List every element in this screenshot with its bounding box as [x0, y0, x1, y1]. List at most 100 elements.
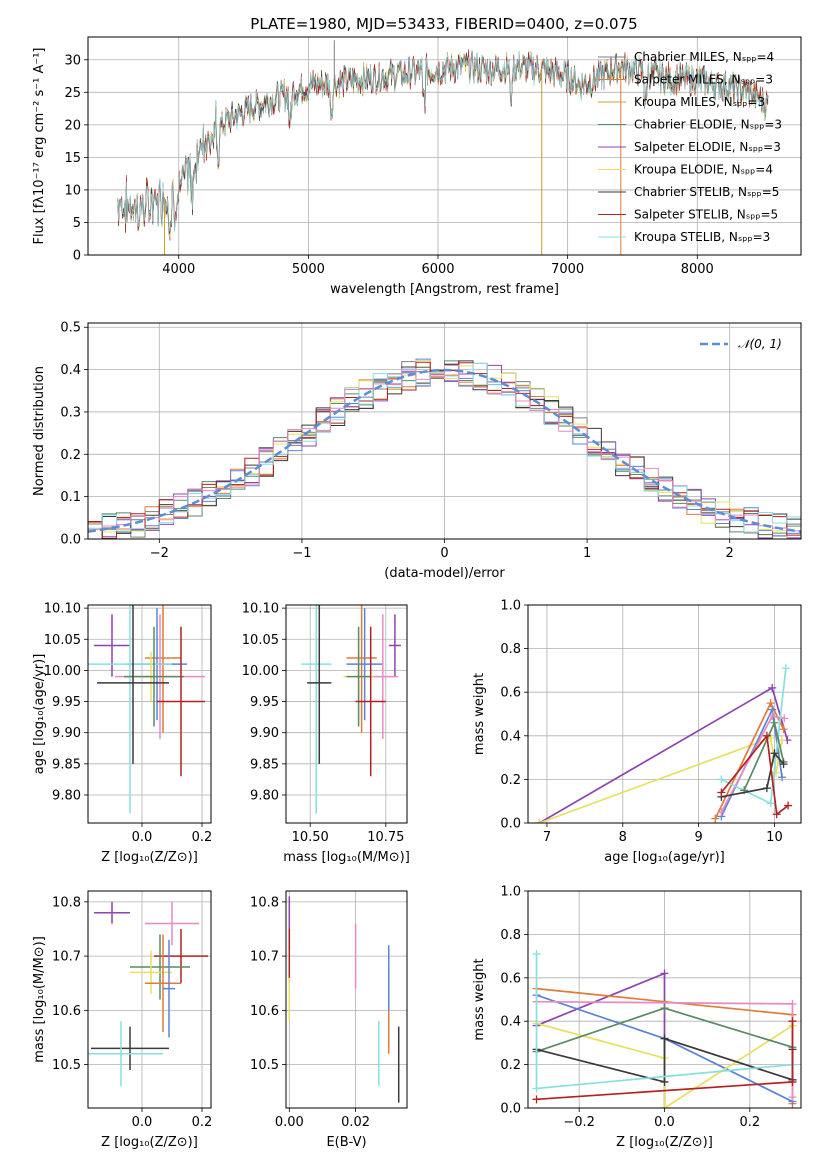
- x-tick-label: 0.0: [132, 830, 153, 845]
- axes-frame: [527, 604, 802, 824]
- series-marker: [660, 1077, 669, 1086]
- y-tick-label: 10.8: [52, 895, 81, 910]
- x-axis-label: mass [log₁₀(M/M⊙)]: [283, 850, 410, 865]
- x-tick-label: 0.2: [739, 1115, 760, 1130]
- y-axis-label: Normed distribution: [32, 366, 47, 496]
- y-tick-label: 15: [64, 151, 81, 166]
- y-tick-label: 0.2: [500, 773, 521, 788]
- y-tick-label: 10.7: [250, 950, 279, 965]
- y-tick-label: 10.10: [242, 602, 279, 617]
- series-marker: [535, 819, 544, 823]
- series-marker: [532, 1084, 541, 1093]
- series-marker: [717, 808, 726, 817]
- panel-mass_vs_Z: 0.0 0.2 10.5 10.6 10.7 10.8 Z [log₁₀(Z/Z⊙)] mas…: [32, 890, 213, 1150]
- x-axis-label: Z [log₁₀(Z/Z⊙)]: [616, 1135, 713, 1150]
- y-tick-label: 25: [64, 86, 81, 101]
- x-tick-label: 0.2: [192, 830, 213, 845]
- panel-spectrum: 4000 5000 6000 7000 8000 0 5 10 15 20 25 30 waveleng…: [32, 36, 802, 297]
- series-marker: [532, 949, 541, 958]
- panel-weight_vs_age: 7 8 9 10 0.0 0.2 0.4 0.6 0.8 1.0 age [log₁₀(age/yr…: [472, 599, 802, 865]
- axes-frame: [285, 604, 408, 824]
- x-tick-label: −1: [292, 546, 311, 561]
- x-axis-label: (data-model)/error: [384, 566, 505, 581]
- spectrum-line: [117, 49, 769, 232]
- plot-area: [286, 605, 407, 823]
- legend-label: Chabrier MILES, Nₛₚₚ=4: [634, 50, 774, 64]
- axes-frame: [527, 890, 802, 1109]
- plot-area: [88, 605, 211, 823]
- series-line: [539, 736, 783, 823]
- axes-frame: [87, 36, 802, 256]
- series-marker: [660, 1034, 669, 1043]
- x-tick-label: 10: [766, 830, 783, 845]
- x-tick-label: 0.0: [132, 1115, 153, 1130]
- x-tick-label: 0.2: [192, 1115, 213, 1130]
- series-marker: [768, 683, 777, 692]
- series-marker: [660, 1104, 669, 1108]
- plot-area: [88, 37, 801, 255]
- axes-frame: [87, 322, 802, 540]
- plot-area: [528, 891, 801, 1108]
- axes-frame: [285, 890, 408, 1109]
- x-tick-label: 7000: [551, 262, 584, 277]
- x-tick-label: 9: [694, 830, 702, 845]
- series-marker: [762, 784, 771, 793]
- x-axis-label: Z [log₁₀(Z/Z⊙)]: [101, 1135, 198, 1150]
- y-axis-label: mass weight: [472, 673, 487, 755]
- x-tick-label: 8000: [681, 262, 714, 277]
- y-tick-label: 0.6: [500, 686, 521, 701]
- legend-label: 𝒩(0, 1): [738, 337, 782, 351]
- y-tick-label: 9.85: [250, 757, 279, 772]
- series-marker: [772, 810, 781, 819]
- series-marker: [762, 731, 771, 740]
- y-tick-label: 9.90: [52, 726, 81, 741]
- series-marker: [770, 749, 779, 758]
- y-tick-label: 0.3: [60, 405, 81, 420]
- y-tick-label: 9.95: [250, 695, 279, 710]
- x-tick-label: 0.00: [275, 1115, 304, 1130]
- plot-area: [88, 891, 211, 1108]
- series-marker: [766, 699, 775, 708]
- y-tick-label: 0.4: [500, 1015, 521, 1030]
- panel-residuals: −2 −1 0 1 2 0.0 0.1 0.2 0.3 0.4 0.5 (data-model)/er…: [32, 321, 802, 581]
- series-marker: [779, 760, 788, 769]
- y-tick-label: 10.10: [44, 602, 81, 617]
- y-axis-label: mass weight: [472, 958, 487, 1040]
- y-tick-label: 0: [73, 249, 81, 264]
- x-tick-label: 1: [583, 546, 591, 561]
- histogram-steps: [88, 364, 801, 532]
- y-tick-label: 9.85: [52, 757, 81, 772]
- x-tick-label: −2: [150, 546, 169, 561]
- plot-area: [88, 323, 801, 539]
- y-tick-label: 9.95: [52, 695, 81, 710]
- series-marker: [779, 725, 788, 734]
- y-axis-label: Flux [fλ10⁻¹⁷ erg cm⁻² s⁻¹ A⁻¹]: [32, 48, 47, 245]
- x-axis-label: age [log₁₀(age/yr)]: [604, 850, 725, 865]
- x-tick-label: 0.0: [654, 1115, 675, 1130]
- y-tick-label: 10.00: [44, 664, 81, 679]
- x-tick-label: 7: [543, 830, 551, 845]
- x-tick-label: 5000: [292, 262, 325, 277]
- y-tick-label: 10.5: [52, 1058, 81, 1073]
- y-tick-label: 0.2: [60, 448, 81, 463]
- y-tick-label: 0.5: [60, 321, 81, 336]
- x-tick-label: 8: [619, 830, 627, 845]
- y-tick-label: 10: [64, 183, 81, 198]
- series-marker: [660, 1004, 669, 1013]
- y-tick-label: 9.80: [52, 788, 81, 803]
- y-tick-label: 9.80: [250, 788, 279, 803]
- axes-frame: [87, 890, 212, 1109]
- y-tick-label: 20: [64, 118, 81, 133]
- y-axis-label: mass [log₁₀(M/M⊙)]: [32, 936, 47, 1063]
- x-tick-label: −0.2: [563, 1115, 595, 1130]
- series-marker: [717, 788, 726, 797]
- y-tick-label: 10.8: [250, 895, 279, 910]
- panel-weight_vs_Z: −0.2 0.0 0.2 0.0 0.2 0.4 0.6 0.8 1.0 Z [log₁₀(Z/Z…: [472, 885, 802, 1150]
- y-tick-label: 1.0: [500, 599, 521, 614]
- figure-title: PLATE=1980, MJD=53433, FIBERID=0400, z=0…: [250, 15, 637, 33]
- plot-area: [286, 891, 407, 1108]
- axes-frame: [87, 604, 212, 824]
- x-tick-label: 4000: [162, 262, 195, 277]
- series-marker: [788, 1077, 797, 1086]
